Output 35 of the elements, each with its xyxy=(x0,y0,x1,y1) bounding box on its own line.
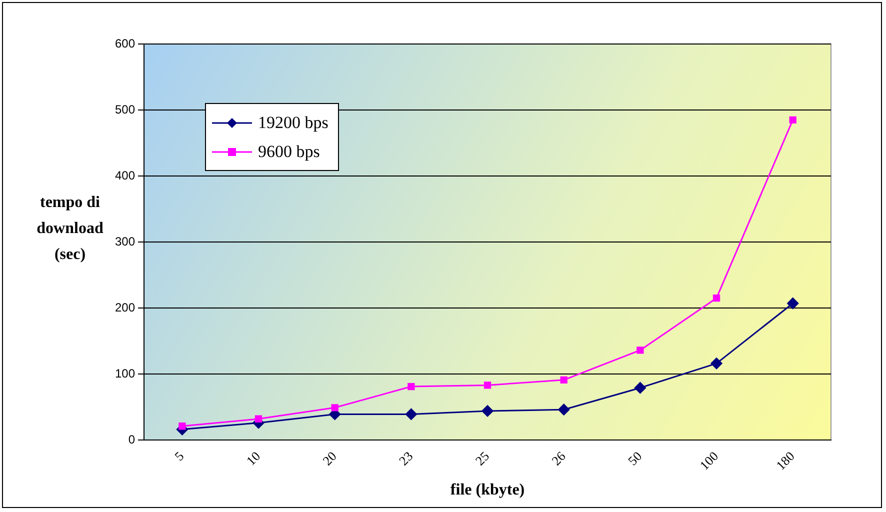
point xyxy=(408,382,415,390)
y-tick-label: 400 xyxy=(114,168,136,182)
y-tick-label: 500 xyxy=(114,102,136,116)
legend-label: 9600 bps xyxy=(258,142,320,162)
x-tick-label: 25 xyxy=(472,448,492,468)
point xyxy=(787,298,799,310)
x-tick-label: 26 xyxy=(548,448,569,468)
point xyxy=(789,116,796,124)
point xyxy=(178,422,186,430)
point xyxy=(405,408,417,420)
y-axis-title: tempo di download (sec) xyxy=(36,193,104,265)
x-tick-label: 23 xyxy=(396,448,416,468)
y-tick-label: 200 xyxy=(114,300,136,314)
x-tick-label: 180 xyxy=(772,448,798,473)
point xyxy=(710,358,722,370)
point xyxy=(712,294,720,302)
x-tick-label: 20 xyxy=(320,448,340,468)
point xyxy=(634,382,646,394)
point xyxy=(558,404,570,416)
y-tick-label: 300 xyxy=(114,234,136,248)
point xyxy=(636,346,644,354)
x-axis-title: file (kbyte) xyxy=(450,482,525,499)
y-tick-label: 100 xyxy=(114,366,136,380)
x-tick-label: 100 xyxy=(696,448,722,473)
x-tick-label: 10 xyxy=(243,448,264,468)
point xyxy=(560,376,568,384)
x-tick-label: 50 xyxy=(624,448,645,468)
point xyxy=(484,382,492,389)
point xyxy=(331,404,338,412)
point xyxy=(254,415,262,422)
y-tick-label: 0 xyxy=(128,432,136,446)
legend-label: 19200 bps xyxy=(258,112,328,132)
y-tick-label: 600 xyxy=(114,36,136,50)
x-tick-label: 5 xyxy=(172,448,187,464)
point xyxy=(482,405,494,417)
